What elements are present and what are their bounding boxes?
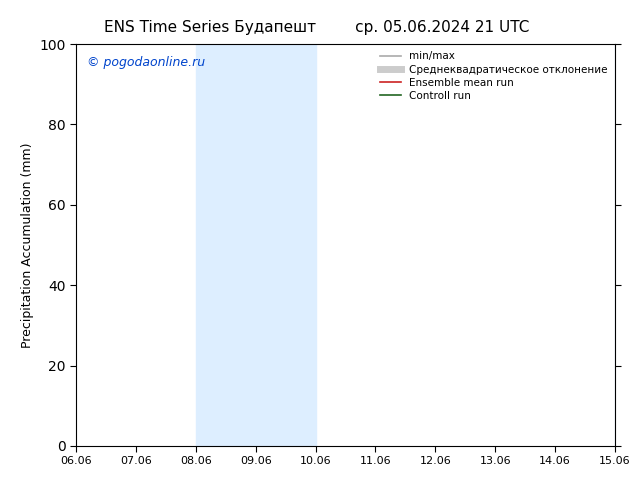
Text: © pogodaonline.ru: © pogodaonline.ru — [87, 56, 205, 69]
Text: ENS Time Series Будапешт        ср. 05.06.2024 21 UTC: ENS Time Series Будапешт ср. 05.06.2024 … — [105, 20, 529, 35]
Bar — [196, 44, 316, 446]
Legend: min/max, Среднеквадратическое отклонение, Ensemble mean run, Controll run: min/max, Среднеквадратическое отклонение… — [376, 47, 612, 105]
Bar — [615, 44, 634, 446]
Y-axis label: Precipitation Accumulation (mm): Precipitation Accumulation (mm) — [21, 142, 34, 348]
